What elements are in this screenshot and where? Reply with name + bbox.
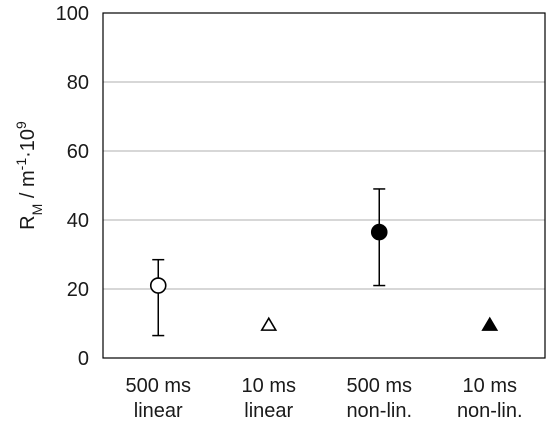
category-label: 500 ms — [125, 375, 191, 397]
category-label: linear — [244, 400, 293, 422]
y-tick-label: 0 — [78, 348, 89, 370]
y-axis-label: RM / m-1·109 — [13, 121, 45, 230]
y-tick-label: 20 — [67, 279, 89, 301]
y-axis-label-base: R — [17, 215, 39, 229]
plot-area-frame — [102, 12, 546, 359]
category-labels: 500 ms linear 10 ms linear 500 ms non-lin. 10 … — [125, 375, 522, 422]
data-marks — [149, 188, 499, 337]
category-label: non-lin. — [346, 400, 412, 422]
y-tick-label: 60 — [67, 141, 89, 163]
y-tick-labels: 0 20 40 60 80 100 — [56, 3, 89, 370]
y-axis-label-mid: / m — [17, 170, 39, 203]
gridlines — [103, 81, 545, 290]
y-tick-label: 100 — [56, 3, 89, 25]
category-label: linear — [134, 400, 183, 422]
category-label: non-lin. — [457, 400, 523, 422]
data-point-triangle — [481, 316, 499, 331]
y-tick-label: 80 — [67, 72, 89, 94]
category-label: 10 ms — [463, 375, 517, 397]
y-axis-label-base-sub: M — [29, 204, 45, 216]
data-point-triangle — [260, 316, 278, 331]
data-point-circle — [370, 223, 388, 241]
category-label: 500 ms — [346, 375, 412, 397]
y-tick-label: 40 — [67, 210, 89, 232]
data-point-circle — [149, 277, 167, 294]
y-axis-label-mid-sup: -1 — [13, 158, 29, 171]
category-label: 10 ms — [242, 375, 296, 397]
y-axis-label-dot: ·10 — [17, 129, 39, 158]
y-axis-label-end-sup: 9 — [13, 121, 29, 129]
